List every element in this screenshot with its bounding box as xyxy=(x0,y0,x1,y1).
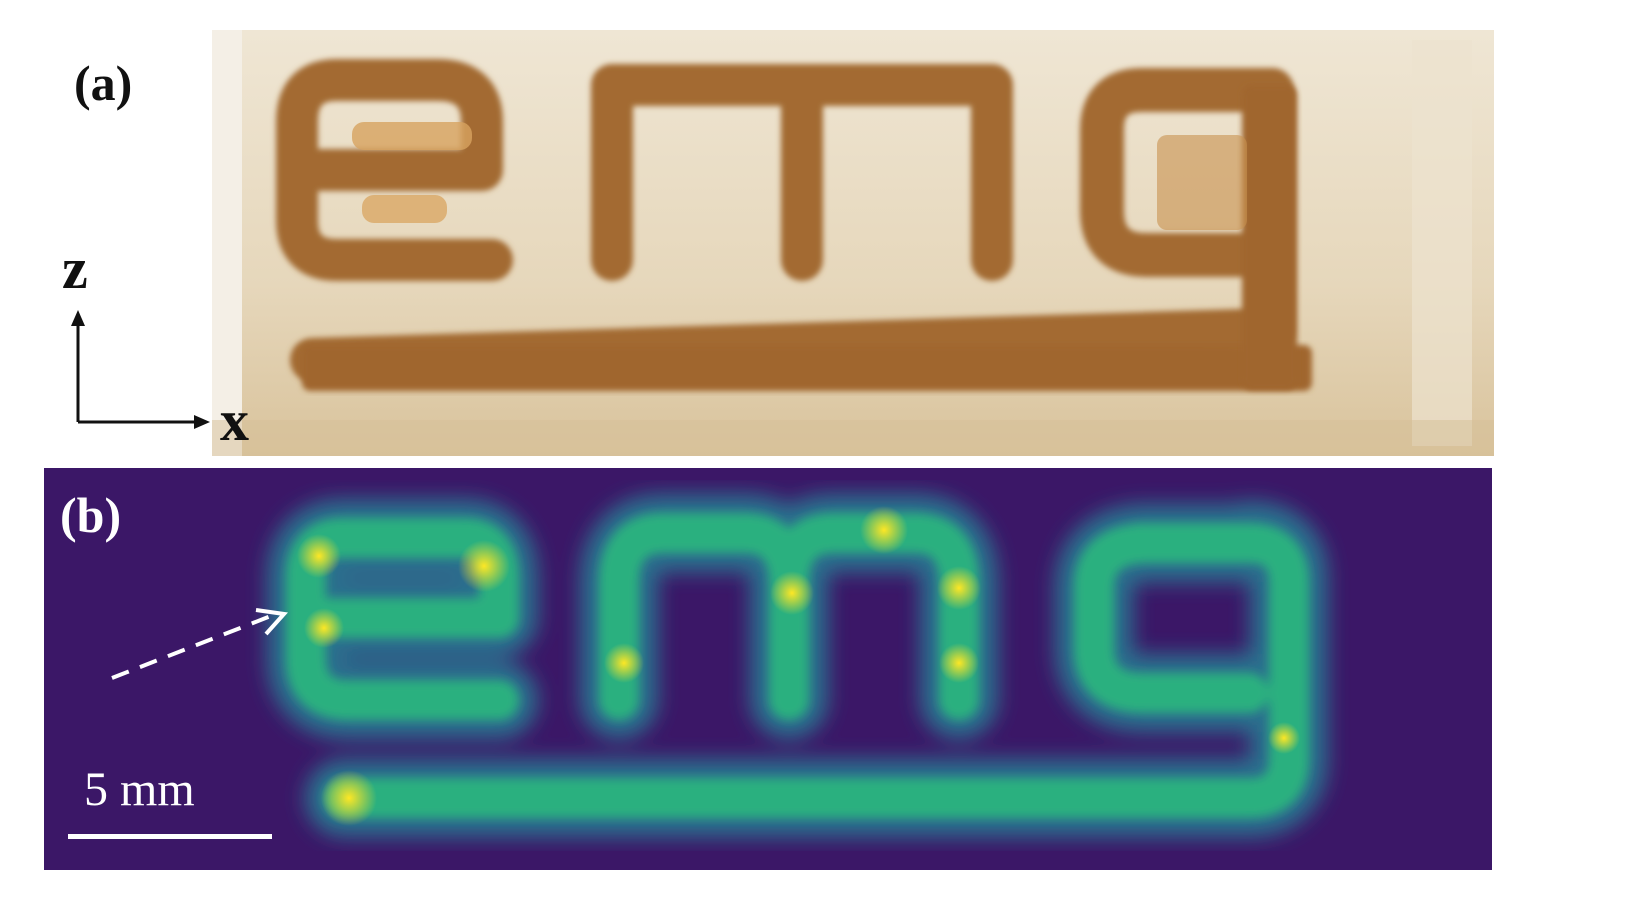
axis-label-x: x xyxy=(220,388,249,453)
specimen-photo xyxy=(212,30,1494,456)
panel-label-a: (a) xyxy=(74,55,133,111)
axis-label-z: z xyxy=(62,236,88,301)
reconstruction-heatmap xyxy=(44,468,1492,870)
scalebar-label: 5 mm xyxy=(84,763,195,816)
scalebar xyxy=(68,834,272,839)
panel-label-b: (b) xyxy=(60,487,122,543)
coordinate-axes-icon xyxy=(71,310,210,429)
